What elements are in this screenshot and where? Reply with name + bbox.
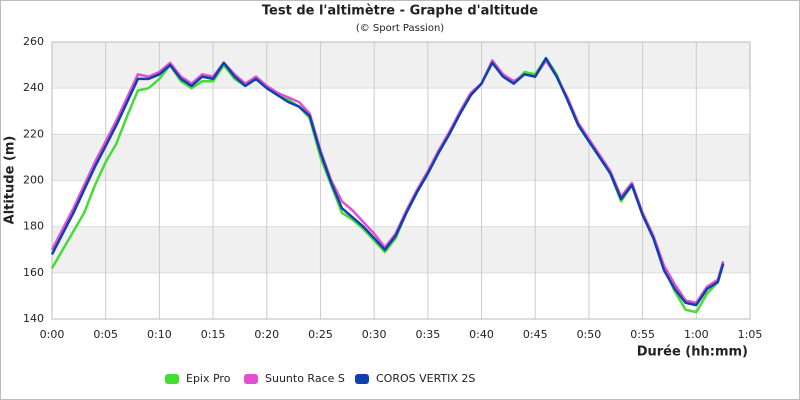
x-tick-label: 0:05 (93, 328, 118, 341)
x-tick-label: 1:05 (738, 328, 763, 341)
x-tick-label: 0:10 (147, 328, 172, 341)
y-tick-label: 140 (23, 312, 44, 325)
legend-label: COROS VERTIX 2S (376, 372, 475, 385)
chart-subtitle: (© Sport Passion) (356, 23, 444, 34)
x-tick-label: 0:45 (523, 328, 548, 341)
x-tick-label: 1:00 (684, 328, 709, 341)
x-tick-label: 0:25 (308, 328, 333, 341)
x-tick-label: 0:20 (254, 328, 279, 341)
plot-border (51, 41, 751, 320)
x-tick-label: 0:55 (630, 328, 655, 341)
legend-swatch (244, 374, 258, 384)
chart-title: Test de l'altimètre - Graphe d'altitude (262, 4, 538, 19)
x-tick-label: 0:50 (577, 328, 602, 341)
grid-band (52, 226, 750, 273)
y-tick-label: 200 (23, 174, 44, 187)
series-line (50, 56, 725, 307)
x-tick-label: 0:00 (40, 328, 65, 341)
x-tick-label: 0:30 (362, 328, 387, 341)
legend-swatch (355, 374, 369, 384)
legend-label: Suunto Race S (265, 372, 345, 385)
y-tick-label: 260 (23, 35, 44, 48)
x-tick-label: 0:40 (469, 328, 494, 341)
y-tick-label: 160 (23, 266, 44, 279)
y-tick-label: 240 (23, 81, 44, 94)
x-tick-label: 0:35 (415, 328, 440, 341)
y-tick-label: 220 (23, 127, 44, 140)
y-tick-label: 180 (23, 220, 44, 233)
x-axis-title: Durée (hh:mm) (637, 345, 748, 360)
legend-swatch (165, 374, 179, 384)
x-tick-label: 0:15 (201, 328, 226, 341)
legend-label: Epix Pro (186, 372, 231, 385)
grid-band (52, 134, 750, 181)
y-axis-title: Altitude (m) (3, 136, 18, 225)
